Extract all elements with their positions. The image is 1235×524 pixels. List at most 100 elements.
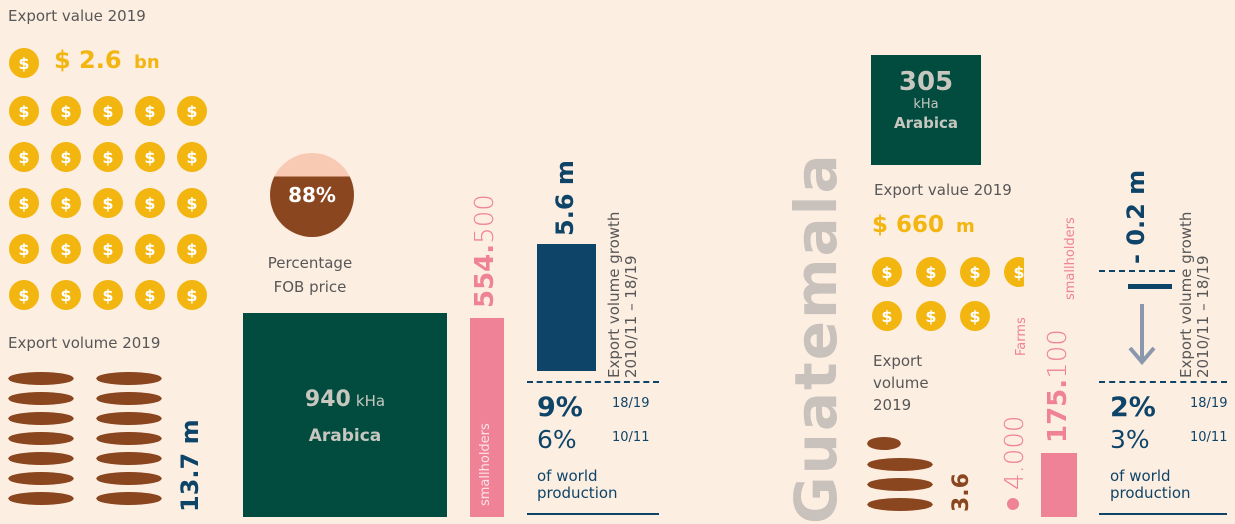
area-value: 305 (898, 67, 954, 97)
dollar-coin-icon: $ (51, 234, 81, 264)
fob-label-line-1: Percentage (267, 254, 353, 272)
coin-grid-right: $ $ $ $ $ $ $ (872, 257, 1024, 337)
dollar-coin-icon: $ (177, 142, 207, 172)
area-unit: kHa (355, 392, 386, 410)
export-value-title-right: Export value 2019 (874, 181, 1012, 199)
area-value: 940 (304, 387, 351, 412)
coffee-bean-icon (96, 392, 162, 405)
export-volume-line-3: 2019 (873, 396, 912, 414)
coffee-bean-icon (867, 498, 933, 511)
world-share-recent-left: 9% (537, 392, 583, 423)
export-volume-title-right: Export volume 2019 (873, 350, 929, 416)
dollar-coin-icon: $ (135, 280, 165, 310)
dollar-coin-icon: $ (872, 257, 902, 287)
coffee-bean-icon (8, 412, 74, 425)
divider-dashed-left (527, 381, 659, 383)
dollar-coin-icon: $ (51, 280, 81, 310)
baseline-left (527, 513, 659, 515)
share-label-line-1: of world (1110, 467, 1171, 485)
divider-dashed-right-top (1099, 270, 1175, 272)
dollar-coin-icon: $ (960, 257, 990, 287)
smallholders-count-left: 554.500 (470, 194, 500, 308)
export-volume-amount-right: 3.6 (949, 473, 974, 512)
dollar-coin-icon: $ (51, 96, 81, 126)
area-type: Arabica (308, 426, 382, 446)
farms-dot-icon (1007, 498, 1019, 510)
world-share-label-right: of world production (1110, 468, 1191, 502)
dollar-coin-icon: $ (93, 234, 123, 264)
area-type: Arabica (893, 114, 959, 132)
dollar-coin-icon: $ (93, 280, 123, 310)
dollar-coin-icon: $ (9, 234, 39, 264)
export-value-unit: m (956, 216, 975, 237)
export-value-number: $ 2.6 (54, 46, 122, 74)
dollar-coin-icon: $ (177, 234, 207, 264)
smallholders-bar-left (470, 318, 504, 517)
export-value-title-left: Export value 2019 (8, 7, 146, 25)
world-share-recent-year-left: 18/19 (612, 396, 650, 411)
dollar-coin-icon: $ (51, 142, 81, 172)
dollar-coin-icon: $ (177, 96, 207, 126)
world-share-label-left: of world production (537, 468, 618, 502)
coffee-bean-icon (96, 492, 162, 505)
growth-label-line-1: Export volume growth (1177, 211, 1195, 378)
dollar-coin-icon: $ (135, 188, 165, 218)
coffee-bean-icon (8, 492, 74, 505)
arabica-area-box-left: 940 kHa Arabica (243, 313, 447, 517)
share-label-line-1: of world (537, 467, 598, 485)
world-share-recent-right: 2% (1110, 392, 1156, 423)
world-share-past-year-left: 10/11 (612, 430, 650, 445)
dollar-coin-icon: $ (93, 96, 123, 126)
dollar-coin-icon: $ (916, 257, 946, 287)
export-volume-line-1: Export (873, 352, 923, 370)
dollar-coin-icon: $ (93, 142, 123, 172)
dollar-coin-icon: $ (135, 142, 165, 172)
farms-count-right: 4.000 (1000, 415, 1030, 490)
fob-label-line-2: FOB price (273, 278, 347, 296)
world-share-past-year-right: 10/11 (1190, 430, 1228, 445)
smallholders-count-light: 500 (470, 194, 500, 244)
growth-bar-right (1128, 284, 1172, 289)
coffee-bean-icon (867, 458, 933, 471)
smallholders-count-right: 175.100 (1043, 329, 1073, 443)
export-volume-amount-left: 13.7 m (176, 419, 204, 512)
dollar-coin-icon: $ (9, 48, 39, 78)
smallholders-count-bold: 175. (1043, 378, 1073, 443)
smallholders-count-light: 100 (1043, 329, 1073, 379)
coffee-bean-icon (96, 412, 162, 425)
world-share-recent-year-right: 18/19 (1190, 396, 1228, 411)
fob-label: Percentage FOB price (240, 251, 380, 299)
smallholders-label-right: smallholders (1063, 217, 1078, 300)
growth-label-line-2: 2010/11 – 18/19 (1194, 255, 1212, 378)
dollar-coin-icon: $ (177, 280, 207, 310)
country-name-guatemala: Guatemala (782, 152, 850, 524)
dollar-coin-icon: $ (177, 188, 207, 218)
export-value-number: $ 660 (872, 212, 945, 238)
dollar-coin-icon: $ (916, 301, 946, 331)
dollar-coin-icon: $ (9, 280, 39, 310)
coffee-bean-icon (96, 472, 162, 485)
export-volume-title-left: Export volume 2019 (8, 334, 161, 352)
growth-label-right: Export volume growth 2010/11 – 18/19 (1177, 211, 1212, 378)
coffee-bean-icon (96, 372, 162, 385)
dollar-coin-icon: $ (93, 188, 123, 218)
coffee-bean-icon (96, 432, 162, 445)
growth-label-left: Export volume growth 2010/11 – 18/19 (605, 212, 640, 378)
farms-label-right: Farms (1014, 317, 1029, 356)
area-value-row: 940 kHa (243, 387, 447, 412)
baseline-right (1099, 513, 1227, 515)
coffee-bean-icon (867, 437, 901, 450)
growth-value-right: - 0.2 m (1122, 169, 1150, 264)
dollar-coin-icon: $ (51, 188, 81, 218)
export-volume-line-2: volume (873, 374, 929, 392)
share-label-line-2: production (1110, 484, 1191, 502)
dollar-coin-icon: $ (9, 142, 39, 172)
export-value-amount-left: $ 2.6 bn (54, 46, 160, 74)
share-label-line-2: production (537, 484, 618, 502)
coffee-bean-icon (8, 392, 74, 405)
growth-value-left: 5.6 m (551, 160, 579, 236)
arabica-area-box-right: 305 kHa Arabica (871, 55, 981, 165)
coffee-bean-icon (96, 452, 162, 465)
growth-bar-left (537, 244, 596, 371)
dollar-coin-icon: $ (872, 301, 902, 331)
